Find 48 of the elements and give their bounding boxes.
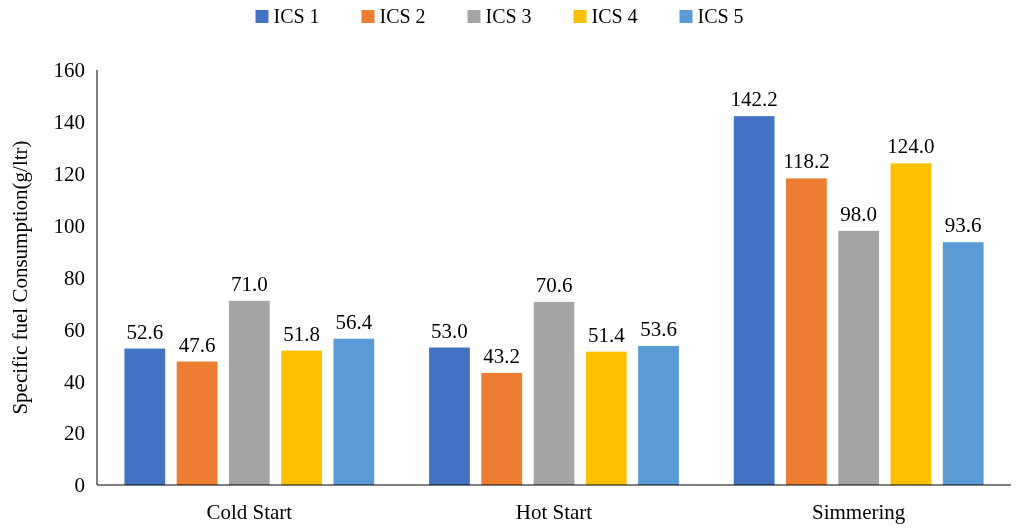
- bar: [585, 351, 627, 485]
- y-axis-title: Specific fuel Consumption(g/ltr): [8, 140, 32, 415]
- bar: [638, 345, 679, 485]
- x-tick-label: Cold Start: [206, 500, 293, 524]
- y-tick-label: 100: [53, 213, 85, 238]
- legend-label: ICS 1: [273, 5, 320, 27]
- data-label: 118.2: [783, 149, 830, 174]
- data-label: 51.8: [283, 321, 320, 346]
- y-tick-label: 60: [64, 317, 85, 342]
- y-tick-label: 80: [64, 265, 85, 290]
- y-tick-label: 160: [53, 58, 85, 83]
- bar: [733, 116, 775, 485]
- data-label: 93.6: [944, 213, 982, 238]
- data-label: 98.0: [840, 201, 878, 226]
- bar: [481, 372, 523, 485]
- bar: [176, 361, 218, 485]
- legend-label: ICS 4: [591, 5, 638, 27]
- bar: [228, 300, 270, 485]
- y-tick-label: 120: [53, 162, 85, 187]
- data-label: 56.4: [335, 309, 373, 334]
- y-tick-label: 140: [53, 110, 85, 135]
- y-tick-label: 20: [64, 421, 85, 446]
- data-label: 51.4: [587, 322, 626, 347]
- legend-label: ICS 3: [485, 5, 532, 27]
- bar: [533, 301, 575, 485]
- data-label: 53.6: [640, 316, 677, 341]
- bar: [333, 338, 375, 485]
- bar: [786, 178, 827, 485]
- x-tick-label: Simmering: [811, 500, 906, 524]
- data-label: 52.6: [126, 319, 164, 344]
- legend-label: ICS 2: [379, 5, 426, 27]
- y-tick-label: 40: [64, 369, 85, 394]
- bar: [429, 347, 470, 485]
- bar: [890, 163, 932, 485]
- data-label: 70.6: [535, 272, 573, 297]
- bar: [124, 348, 166, 485]
- y-tick-label: 0: [74, 473, 85, 498]
- data-label: 142.2: [730, 87, 778, 112]
- x-tick-label: Hot Start: [515, 500, 593, 524]
- data-label: 43.2: [483, 343, 521, 368]
- legend-label: ICS 5: [697, 5, 744, 27]
- bar: [838, 230, 880, 485]
- bar: [942, 242, 984, 485]
- data-label: 47.6: [178, 332, 216, 357]
- data-label: 53.0: [431, 318, 468, 343]
- bar: [281, 350, 322, 485]
- data-label: 71.0: [230, 271, 268, 296]
- data-label: 124.0: [887, 134, 935, 159]
